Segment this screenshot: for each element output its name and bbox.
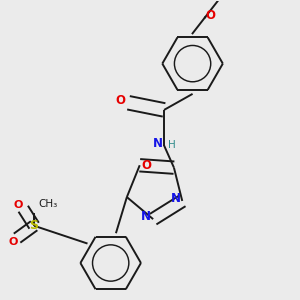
Text: O: O	[14, 200, 23, 210]
Text: S: S	[30, 219, 39, 232]
Text: O: O	[9, 237, 18, 247]
Text: N: N	[153, 136, 163, 149]
Text: O: O	[116, 94, 126, 107]
Text: O: O	[142, 159, 152, 172]
Text: CH₃: CH₃	[39, 200, 58, 209]
Text: N: N	[170, 192, 180, 205]
Text: H: H	[168, 140, 176, 150]
Text: O: O	[206, 9, 216, 22]
Text: N: N	[141, 210, 151, 223]
